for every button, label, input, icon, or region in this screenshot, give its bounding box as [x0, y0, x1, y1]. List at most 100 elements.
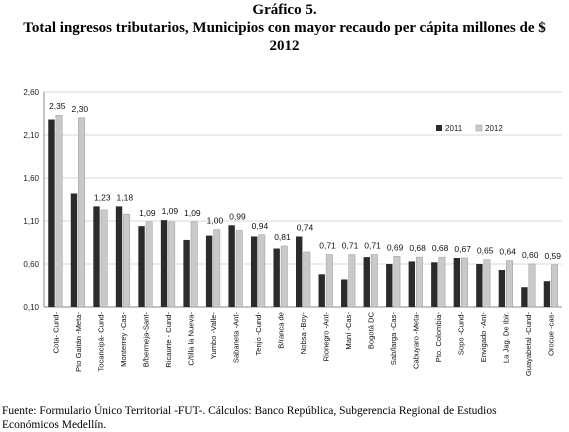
bar-2011	[521, 287, 528, 307]
category-label: Guayabetal -Cund-	[524, 312, 533, 377]
data-label: 0,71	[319, 241, 336, 251]
category-label: Pto. Colombia-	[434, 312, 443, 363]
bar-2012	[370, 254, 378, 308]
chart-title-year: 2012	[269, 38, 300, 54]
bar-2011	[115, 206, 123, 307]
data-label: 1,09	[139, 208, 156, 218]
bar-2012	[506, 260, 513, 308]
y-tick-label: 0,60	[23, 260, 39, 269]
bar-2012	[123, 213, 131, 308]
data-label: 0,81	[274, 232, 291, 242]
bar-2011	[138, 226, 145, 307]
source-line-1: Fuente: Formulario Único Territorial -FU…	[2, 405, 497, 417]
data-label: 0,68	[432, 243, 449, 253]
category-label: Tenjo -Cund-	[254, 312, 263, 356]
category-label: Cabuyaro -Meta-	[412, 312, 421, 369]
legend-swatch-2011	[436, 125, 442, 131]
data-label: 1,09	[184, 208, 201, 218]
data-label: 1,00	[207, 216, 224, 226]
y-tick-label: 2,60	[23, 88, 39, 97]
data-label: 2,30	[72, 104, 89, 114]
legend-swatch-2012	[475, 124, 483, 132]
bar-2011	[70, 193, 78, 307]
bar-2012	[461, 257, 468, 308]
bar-2012	[235, 230, 243, 308]
bar-2012	[78, 117, 86, 308]
bar-2012	[303, 251, 311, 308]
bar-2012	[168, 221, 176, 308]
data-label: 0,71	[342, 241, 359, 251]
bar-2012	[551, 264, 558, 308]
bar-2011	[205, 235, 213, 307]
data-label: 1,09	[162, 206, 179, 216]
bar-2011	[453, 257, 461, 307]
bar-2012	[438, 256, 446, 308]
bar-2011	[228, 225, 235, 307]
legend-label-2011: 2011	[445, 124, 463, 133]
figure-label: Gráfico 5.	[252, 2, 317, 18]
category-label: Sopo -Cund-	[457, 312, 466, 356]
bar-2011	[386, 264, 393, 307]
category-label: B/bermeja-Sant-	[141, 312, 150, 368]
data-label: 0,74	[297, 222, 314, 232]
bar-2011	[48, 119, 55, 307]
category-label: Bogotá DC	[367, 311, 376, 349]
category-label: Sabaneta -Ant-	[231, 312, 240, 364]
source-line-2: Económicos Medellín.	[2, 419, 107, 431]
bar-2011	[476, 264, 483, 307]
bar-2011	[296, 236, 303, 307]
category-label: Pto Gaitán -Meta-	[74, 312, 83, 372]
bar-2011	[93, 206, 100, 307]
category-label: Nobsa -Boy-	[299, 312, 308, 355]
category-label: Tocancipá- Cund-	[96, 312, 105, 372]
bar-2012	[55, 114, 63, 308]
bar-2011	[160, 220, 168, 307]
bar-2012	[258, 234, 266, 308]
y-tick-label: 1,60	[23, 174, 39, 183]
bar-2012	[100, 209, 108, 308]
data-label: 0,99	[229, 211, 246, 221]
bar-2011	[431, 262, 438, 307]
bar-2011	[273, 248, 280, 307]
data-label: 0,65	[477, 246, 494, 256]
bar-2012	[415, 256, 423, 308]
category-label: Ricaurte - Cund-	[164, 312, 173, 368]
category-label: Sab/larga -Cas-	[389, 312, 398, 366]
source-note: Fuente: Formulario Único Territorial -FU…	[2, 404, 567, 432]
category-label: Yumbo -Valle-	[209, 312, 218, 360]
category-label: Maní -Cas-	[344, 312, 353, 350]
category-label: Envigado -Ant-	[479, 312, 488, 363]
category-label: C/tilla la Nueva-	[186, 312, 195, 366]
bar-2012	[528, 263, 536, 308]
bar-2012	[393, 256, 401, 308]
chart-title: Total ingresos tributarios, Municipios c…	[23, 20, 546, 36]
bar-2011	[250, 236, 258, 307]
data-label: 0,69	[387, 242, 404, 252]
legend-label-2012: 2012	[485, 124, 503, 133]
bar-2012	[483, 259, 491, 308]
bar-2011	[498, 270, 506, 307]
category-label: Monterrey -Cas-	[119, 312, 128, 367]
category-label: B/ranca de	[276, 312, 285, 349]
bar-2011	[408, 261, 416, 307]
bar-2012	[145, 221, 153, 308]
data-label: 0,60	[522, 250, 539, 260]
y-tick-label: 0,10	[23, 303, 39, 312]
bar-2011	[318, 274, 325, 307]
category-label: Cota- Cund-	[51, 312, 60, 354]
y-tick-label: 1,10	[23, 217, 39, 226]
bar-2011	[543, 281, 551, 307]
data-label: 0,59	[544, 251, 561, 261]
bar-2011	[341, 279, 348, 307]
data-label: 1,18	[117, 192, 134, 202]
y-tick-label: 2,10	[23, 131, 39, 140]
bar-2011	[183, 239, 190, 307]
data-label: 0,67	[454, 244, 471, 254]
bar-2012	[280, 245, 288, 308]
bar-2012	[325, 254, 333, 308]
bar-chart: 0,10 0,60 1,10 1,60 2,10 2,60 2,35 Cota- Cund- 2…	[23, 88, 562, 377]
category-label: La Jag. De Ibir.	[502, 312, 511, 363]
bar-2011	[363, 257, 370, 307]
data-label: 0,94	[252, 221, 269, 231]
category-label: Rionegro -Ant-	[322, 312, 331, 362]
